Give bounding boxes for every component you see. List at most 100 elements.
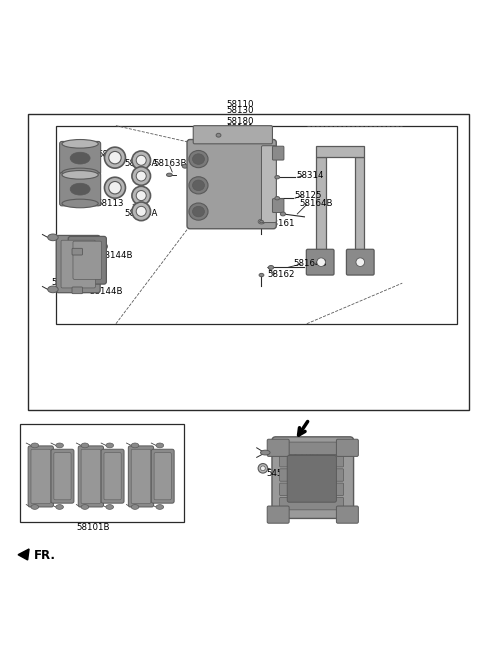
Text: 58162: 58162	[267, 269, 295, 279]
FancyBboxPatch shape	[128, 446, 154, 507]
FancyBboxPatch shape	[306, 249, 334, 275]
Circle shape	[109, 152, 121, 164]
Ellipse shape	[156, 505, 164, 509]
FancyBboxPatch shape	[81, 449, 101, 504]
Ellipse shape	[48, 286, 58, 293]
FancyBboxPatch shape	[154, 453, 171, 500]
Bar	[28, 114, 469, 409]
FancyBboxPatch shape	[104, 453, 121, 500]
Ellipse shape	[268, 265, 274, 269]
FancyBboxPatch shape	[280, 442, 344, 455]
Circle shape	[136, 191, 146, 200]
FancyBboxPatch shape	[101, 449, 124, 503]
FancyBboxPatch shape	[287, 455, 336, 502]
Ellipse shape	[106, 505, 114, 509]
FancyBboxPatch shape	[78, 446, 104, 507]
Circle shape	[317, 258, 325, 267]
Circle shape	[105, 147, 125, 168]
Circle shape	[132, 202, 151, 221]
Circle shape	[258, 464, 268, 473]
Text: 54562D: 54562D	[266, 469, 300, 478]
Ellipse shape	[189, 203, 208, 220]
Ellipse shape	[56, 505, 63, 509]
FancyBboxPatch shape	[193, 125, 273, 144]
Ellipse shape	[106, 443, 114, 448]
Ellipse shape	[131, 443, 139, 448]
Text: 58125: 58125	[295, 191, 323, 200]
Bar	[20, 424, 184, 522]
FancyBboxPatch shape	[31, 449, 50, 504]
Ellipse shape	[70, 183, 90, 195]
Ellipse shape	[70, 152, 90, 164]
Ellipse shape	[62, 171, 98, 179]
Polygon shape	[18, 549, 29, 560]
FancyBboxPatch shape	[61, 240, 96, 288]
Text: 58114A: 58114A	[124, 160, 158, 168]
Circle shape	[132, 151, 151, 170]
FancyBboxPatch shape	[131, 449, 151, 504]
Text: 58101B: 58101B	[76, 524, 110, 532]
FancyBboxPatch shape	[72, 287, 83, 294]
FancyBboxPatch shape	[151, 449, 174, 503]
Circle shape	[105, 177, 125, 198]
FancyBboxPatch shape	[267, 506, 289, 523]
Ellipse shape	[81, 443, 89, 448]
Ellipse shape	[31, 505, 38, 509]
FancyBboxPatch shape	[73, 241, 102, 279]
FancyBboxPatch shape	[336, 506, 359, 523]
Ellipse shape	[260, 220, 264, 223]
FancyBboxPatch shape	[280, 483, 344, 495]
Text: 58130: 58130	[226, 106, 254, 115]
FancyBboxPatch shape	[273, 147, 284, 160]
Text: 58113: 58113	[97, 199, 124, 208]
FancyBboxPatch shape	[60, 172, 101, 206]
Text: 58244D: 58244D	[51, 278, 85, 286]
FancyBboxPatch shape	[56, 235, 100, 293]
Text: 58112: 58112	[62, 142, 90, 150]
Text: 58144B: 58144B	[99, 252, 132, 260]
FancyBboxPatch shape	[60, 141, 101, 175]
Text: FR.: FR.	[34, 549, 56, 562]
Ellipse shape	[192, 154, 204, 164]
Bar	[316, 147, 364, 157]
Text: 58164B: 58164B	[300, 200, 333, 208]
Text: 58181: 58181	[226, 124, 254, 133]
FancyBboxPatch shape	[267, 440, 289, 457]
Text: 58114A: 58114A	[124, 210, 158, 219]
Ellipse shape	[275, 196, 280, 200]
Ellipse shape	[216, 133, 221, 137]
Bar	[355, 157, 364, 257]
FancyBboxPatch shape	[273, 198, 284, 212]
Text: 58125F: 58125F	[216, 155, 249, 164]
FancyBboxPatch shape	[54, 453, 71, 500]
Ellipse shape	[62, 139, 98, 148]
Circle shape	[132, 187, 151, 205]
Ellipse shape	[156, 443, 164, 448]
FancyBboxPatch shape	[347, 249, 374, 275]
Text: 58164B: 58164B	[293, 259, 327, 267]
Ellipse shape	[48, 234, 58, 240]
Ellipse shape	[192, 206, 204, 217]
Circle shape	[261, 466, 265, 470]
Text: 58110: 58110	[226, 100, 254, 108]
Circle shape	[136, 206, 146, 216]
Ellipse shape	[259, 273, 264, 277]
Ellipse shape	[62, 199, 98, 208]
Ellipse shape	[167, 173, 172, 177]
Ellipse shape	[56, 443, 63, 448]
FancyBboxPatch shape	[72, 248, 83, 255]
FancyBboxPatch shape	[187, 139, 276, 229]
FancyBboxPatch shape	[28, 446, 53, 507]
Ellipse shape	[189, 177, 208, 194]
Circle shape	[356, 258, 364, 267]
Ellipse shape	[189, 150, 208, 168]
Ellipse shape	[62, 168, 98, 177]
Circle shape	[136, 155, 146, 166]
FancyBboxPatch shape	[280, 455, 344, 467]
Ellipse shape	[261, 450, 270, 455]
Ellipse shape	[31, 443, 38, 448]
Ellipse shape	[131, 505, 139, 509]
FancyBboxPatch shape	[336, 440, 359, 457]
FancyBboxPatch shape	[68, 237, 107, 284]
Text: 1351JD: 1351JD	[287, 451, 318, 460]
